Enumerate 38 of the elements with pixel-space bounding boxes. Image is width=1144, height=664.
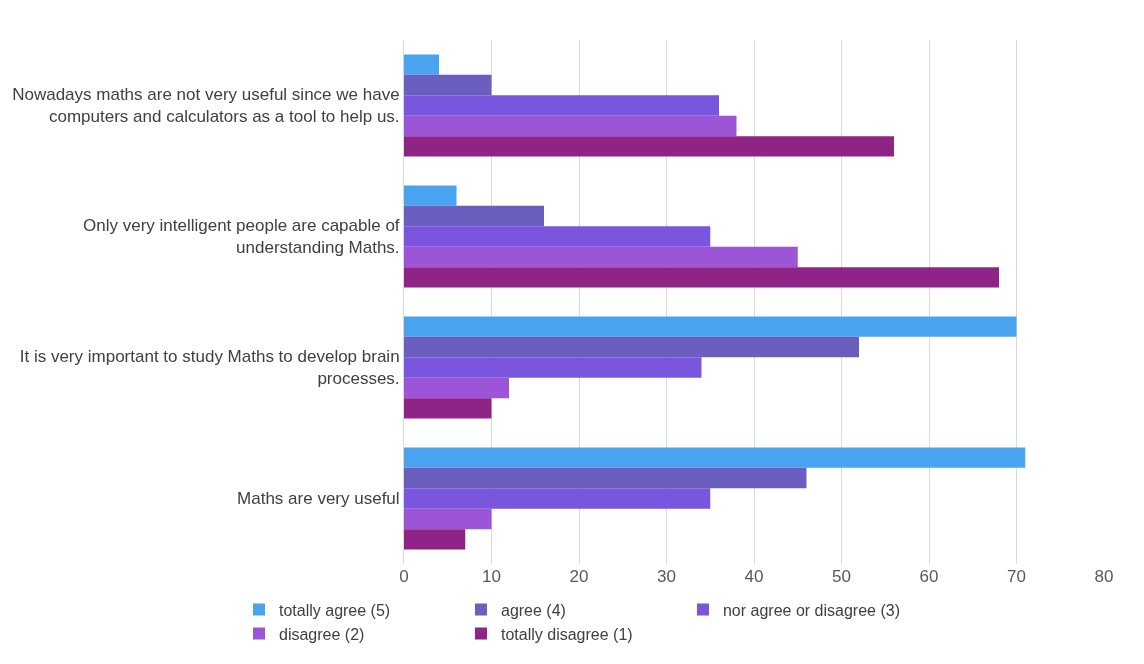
- bar: [404, 226, 711, 247]
- legend-label: totally disagree (1): [500, 625, 633, 643]
- bar: [404, 205, 544, 227]
- bar: [404, 316, 1017, 337]
- bar: [404, 336, 859, 358]
- legend-label: nor agree or disagree (3): [722, 601, 900, 619]
- legend-label: disagree (2): [279, 625, 365, 643]
- legend-label: agree (4): [500, 601, 566, 619]
- x-tick-label: 0: [399, 567, 409, 586]
- x-tick-label: 60: [919, 567, 939, 586]
- x-tick-label: 20: [569, 567, 589, 586]
- bar: [404, 488, 711, 509]
- x-tick-label: 10: [482, 567, 501, 586]
- bar: [404, 115, 737, 137]
- bar: [404, 136, 894, 157]
- bar: [404, 467, 807, 489]
- x-tick-label: 40: [744, 567, 764, 586]
- legend-label: totally agree (5): [279, 601, 391, 619]
- bar: [404, 398, 492, 419]
- bar: [404, 508, 492, 530]
- bar: [404, 74, 492, 96]
- x-tick-label: 70: [1007, 567, 1026, 586]
- bar: [404, 185, 457, 206]
- x-tick-label: 50: [832, 567, 851, 586]
- y-tick-label: Nowadays maths are not very useful since we have computers and calculators as a tool to help us.: [12, 85, 400, 127]
- bar: [404, 267, 999, 288]
- bar: [404, 357, 702, 378]
- x-tick-label: 80: [1094, 567, 1114, 586]
- bar: [404, 54, 439, 75]
- bar: [404, 529, 466, 550]
- bar: [404, 95, 719, 116]
- y-tick-label: Only very intelligent people are capable of understanding Maths.: [83, 216, 400, 258]
- bar: [404, 246, 798, 268]
- y-tick-label: Maths are very useful: [237, 489, 400, 509]
- x-tick-label: 30: [657, 567, 676, 586]
- y-tick-label: It is very important to study Maths to develop brain processes.: [19, 347, 400, 389]
- bar: [404, 377, 509, 399]
- bar: [404, 447, 1026, 468]
